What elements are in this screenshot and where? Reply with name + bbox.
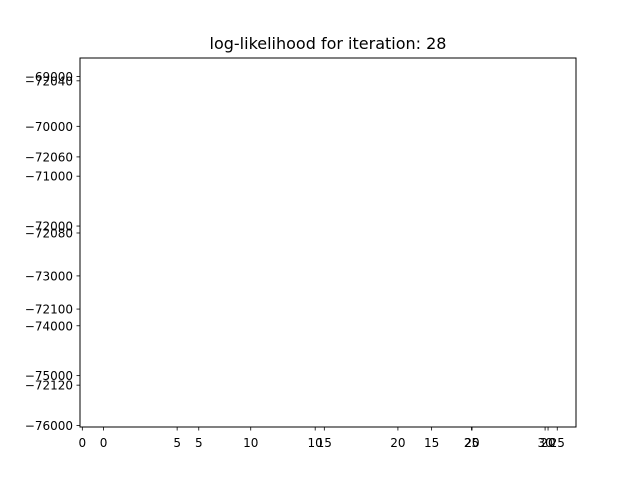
- plot-area-frame: [79, 57, 577, 428]
- x-tick-label: 15: [424, 436, 439, 450]
- x-tick-label: 25: [550, 436, 565, 450]
- ticks-layer: 0 5 10 15 20 25 30−76000−75000−74000−73000−720…: [25, 70, 565, 450]
- x-tick-label: 0: [79, 436, 87, 450]
- y-tick-label: −71000: [25, 170, 73, 184]
- y-tick-label: −72100: [25, 303, 73, 317]
- y-tick-label: −75000: [25, 369, 73, 383]
- y-tick-label: −69000: [25, 70, 73, 84]
- y-tick-label: −72120: [25, 379, 73, 393]
- y-tick-label: −72040: [25, 74, 73, 88]
- x-tick-label: 5: [173, 436, 181, 450]
- y-tick-label: −72000: [25, 220, 73, 234]
- x-tick-label: 10: [308, 436, 323, 450]
- x-tick-label: 20: [540, 436, 555, 450]
- y-tick-label: −73000: [25, 269, 73, 283]
- x-tick-label: 10: [243, 436, 258, 450]
- x-tick-label: 15: [317, 436, 332, 450]
- y-tick-label: −72060: [25, 150, 73, 164]
- x-tick-label: 20: [464, 436, 479, 450]
- x-tick-label: 25: [464, 436, 479, 450]
- y-tick-label: −70000: [25, 120, 73, 134]
- y-tick-label: −74000: [25, 319, 73, 333]
- x-tick-label: 0: [100, 436, 108, 450]
- x-tick-label: 5: [195, 436, 203, 450]
- y-tick-label: −72080: [25, 226, 73, 240]
- chart-title: log-likelihood for iteration: 28: [210, 34, 447, 53]
- y-tick-label: −76000: [25, 419, 73, 433]
- x-tick-label: 30: [537, 436, 552, 450]
- x-tick-label: 20: [390, 436, 405, 450]
